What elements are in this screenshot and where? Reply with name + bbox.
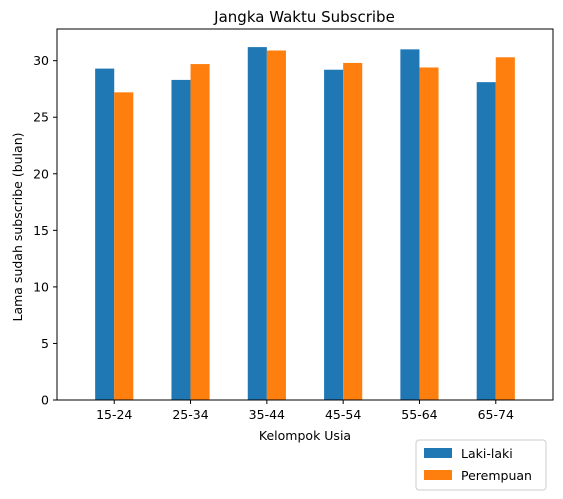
bar-perempuan-45-54 <box>343 62 363 401</box>
legend-label-perempuan: Perempuan <box>461 468 532 483</box>
y-tick-label-5: 5 <box>41 336 49 351</box>
legend-label-laki-laki: Laki-laki <box>461 446 513 461</box>
y-tick-label-30: 30 <box>33 53 49 68</box>
bar-perempuan-55-64 <box>419 67 439 401</box>
chart-title: Jangka Waktu Subscribe <box>213 8 395 26</box>
x-tick-label-15-24: 15-24 <box>96 407 132 422</box>
legend: Laki-laki Perempuan <box>415 439 547 491</box>
bar-laki-laki-45-54 <box>324 69 344 400</box>
bar-perempuan-15-24 <box>114 92 134 400</box>
bar-perempuan-35-44 <box>266 50 286 401</box>
x-axis-ticks: 15-24 25-34 35-44 45-54 55-64 65-74 <box>96 400 514 422</box>
y-axis-label: Lama sudah subscribe (bulan) <box>10 133 25 322</box>
plot-frame <box>56 28 554 401</box>
x-tick-label-65-74: 65-74 <box>478 407 514 422</box>
legend-swatch-perempuan <box>424 470 452 480</box>
x-tick-label-35-44: 35-44 <box>249 407 285 422</box>
x-axis-label: Kelompok Usia <box>259 428 351 443</box>
y-axis-ticks: 0 5 10 15 20 25 30 <box>33 53 57 408</box>
bar-perempuan-65-74 <box>495 57 515 400</box>
bar-laki-laki-55-64 <box>400 49 420 401</box>
bar-laki-laki-35-44 <box>247 47 267 400</box>
y-tick-label-20: 20 <box>33 166 49 181</box>
y-tick-label-25: 25 <box>33 110 49 125</box>
bar-perempuan-25-34 <box>190 64 210 400</box>
x-tick-label-25-34: 25-34 <box>172 407 208 422</box>
bars-group <box>95 47 515 401</box>
y-tick-label-10: 10 <box>33 279 49 294</box>
bar-laki-laki-25-34 <box>171 79 191 401</box>
y-tick-label-15: 15 <box>33 223 49 238</box>
x-tick-label-55-64: 55-64 <box>401 407 437 422</box>
y-tick-label-0: 0 <box>41 393 49 408</box>
bar-laki-laki-65-74 <box>476 82 496 400</box>
x-tick-label-45-54: 45-54 <box>325 407 361 422</box>
bar-laki-laki-15-24 <box>95 68 115 400</box>
legend-swatch-laki-laki <box>424 448 452 458</box>
